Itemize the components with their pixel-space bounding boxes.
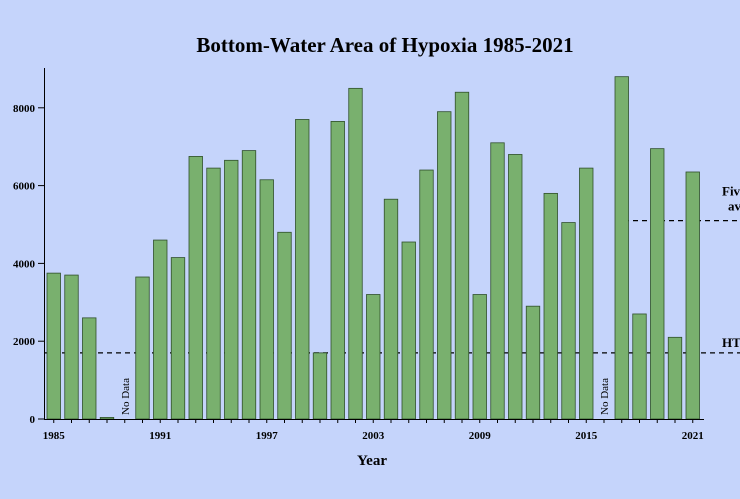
- bar-2012: [525, 305, 541, 420]
- bar-2013: [543, 192, 558, 420]
- bar-2003: [366, 294, 381, 420]
- no-data-label-2016: No Data: [599, 378, 611, 415]
- bar-1985: [46, 272, 61, 420]
- bar-series: [46, 76, 700, 420]
- bar-2021: [685, 171, 700, 420]
- htf-goal-line-label: HTF Goal: [722, 335, 740, 350]
- bar-1994: [206, 167, 221, 420]
- x-tick-label-1997: 1997: [256, 430, 279, 442]
- bar-1997: [259, 179, 274, 420]
- bar-2005: [401, 241, 416, 420]
- bar-2015: [579, 167, 594, 420]
- bar-1986: [64, 274, 79, 420]
- x-tick-label-1991: 1991: [149, 430, 171, 442]
- chart-title: Bottom-Water Area of Hypoxia 1985-2021: [196, 33, 573, 57]
- x-tick-label-2021: 2021: [682, 430, 704, 442]
- y-tick-label-2000: 2000: [13, 336, 36, 348]
- no-data-annotations: No Data No Data: [120, 378, 611, 415]
- y-tick-label-6000: 6000: [13, 181, 36, 193]
- bar-1996: [241, 150, 257, 420]
- x-tick-label-2015: 2015: [575, 430, 598, 442]
- bar-2002: [348, 87, 363, 420]
- bar-1999: [295, 119, 310, 420]
- bar-2010: [490, 142, 505, 420]
- bar-2000: [312, 352, 328, 420]
- bar-1992: [170, 257, 186, 420]
- bar-2004: [383, 198, 399, 420]
- no-data-label-1989: No Data: [120, 378, 132, 415]
- bar-2014: [561, 222, 576, 420]
- bar-1987: [82, 317, 97, 420]
- x-tick-label-2009: 2009: [469, 430, 492, 442]
- bar-2006: [419, 169, 434, 420]
- x-axis-label: Year: [357, 453, 387, 469]
- y-tick-label-4000: 4000: [13, 258, 36, 270]
- y-axis-ticks: 0 2000 4000 6000 8000: [13, 103, 44, 426]
- bar-1990: [135, 276, 150, 420]
- x-tick-label-2003: 2003: [362, 430, 385, 442]
- bar-2019: [650, 148, 665, 420]
- bar-2020: [667, 336, 683, 420]
- bar-2001: [330, 121, 345, 420]
- bar-2007: [437, 111, 452, 420]
- bar-2009: [472, 294, 487, 420]
- x-axis-ticks: 1985 1991 1997 2003 2009 2015 2021: [43, 419, 704, 442]
- bar-1998: [277, 231, 292, 420]
- bar-1991: [153, 239, 168, 420]
- bar-2017: [614, 76, 629, 420]
- bar-1993: [188, 156, 203, 420]
- bar-2008: [454, 91, 470, 420]
- x-tick-label-1985: 1985: [43, 430, 66, 442]
- bar-1995: [224, 159, 239, 420]
- bar-2011: [508, 154, 523, 420]
- bar-2018: [632, 313, 647, 420]
- five-year-average-line-label: Five-yearaverage: [722, 184, 740, 214]
- y-tick-label-8000: 8000: [13, 103, 36, 115]
- bar-1988: [99, 417, 115, 420]
- y-tick-label-0: 0: [30, 414, 36, 426]
